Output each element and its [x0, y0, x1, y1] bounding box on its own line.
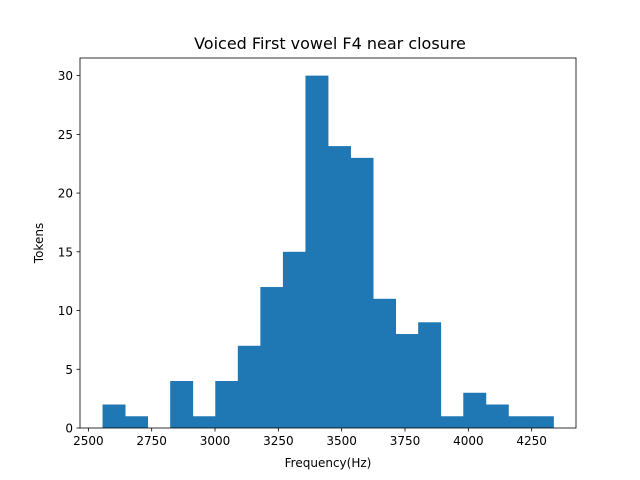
histogram-bar	[125, 416, 149, 428]
y-tick-label: 25	[58, 128, 73, 142]
histogram-bar	[170, 381, 194, 428]
x-tick-label: 4000	[453, 434, 484, 448]
histogram-bar	[418, 322, 442, 428]
y-tick-label: 10	[58, 304, 73, 318]
x-axis-label: Frequency(Hz)	[285, 456, 372, 470]
x-tick-label: 3000	[200, 434, 231, 448]
histogram-bar	[395, 334, 419, 428]
histogram-bar	[350, 157, 374, 429]
histogram-bar	[463, 392, 487, 428]
x-tick-label: 2500	[73, 434, 104, 448]
histogram-bar	[440, 416, 464, 428]
x-tick-label: 3250	[263, 434, 294, 448]
y-axis-ticks: 0 5 10 15 20 25 30	[58, 69, 80, 436]
plot-frame	[79, 57, 577, 429]
x-tick-label: 3750	[390, 434, 421, 448]
histogram-bar	[260, 287, 284, 428]
histogram-bar	[530, 416, 554, 428]
x-tick-label: 3500	[326, 434, 357, 448]
histogram-bar	[282, 251, 306, 428]
histogram-bar	[192, 416, 216, 428]
histogram-bars	[102, 75, 554, 429]
histogram-bar	[485, 404, 509, 428]
y-tick-label: 15	[58, 245, 73, 259]
histogram-bar	[237, 345, 261, 428]
y-tick-label: 20	[58, 187, 73, 201]
y-tick-label: 30	[58, 69, 73, 83]
histogram-bar	[102, 404, 126, 428]
histogram-bar	[328, 146, 351, 428]
x-tick-label: 4250	[516, 434, 547, 448]
chart-title: Voiced First vowel F4 near closure	[194, 34, 466, 53]
histogram-bar	[508, 416, 532, 428]
y-tick-label: 5	[65, 363, 73, 377]
histogram-bar	[215, 381, 239, 428]
x-tick-label: 2750	[136, 434, 167, 448]
histogram-bar	[305, 75, 329, 428]
x-axis-ticks: 2500 2750 3000 3250 3500 3750 4000 4250	[73, 428, 547, 448]
y-axis-label: Tokens	[32, 223, 46, 264]
y-tick-label: 0	[65, 422, 73, 436]
histogram-bar	[373, 298, 397, 428]
